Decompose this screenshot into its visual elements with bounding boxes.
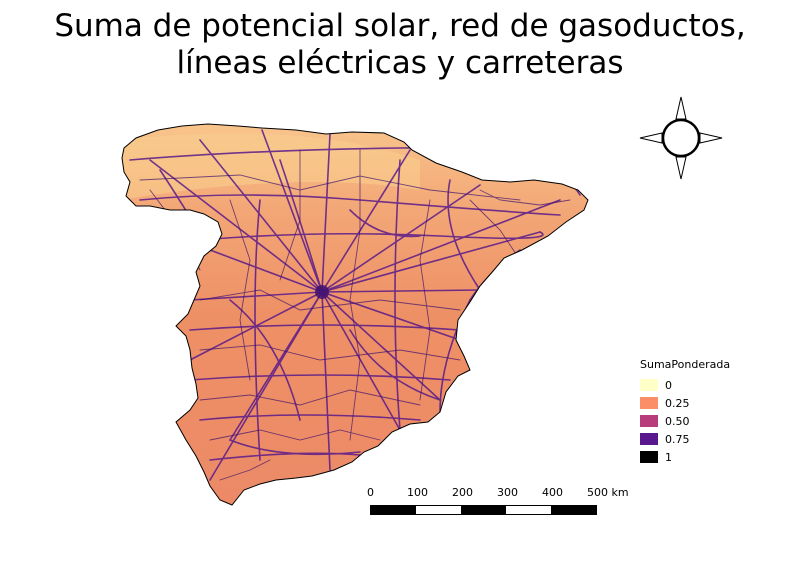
legend-swatch: [640, 379, 658, 391]
map-title: Suma de potencial solar, red de gasoduct…: [0, 8, 800, 82]
scale-label: 100: [407, 486, 428, 499]
legend-swatch: [640, 397, 658, 409]
title-line-1: Suma de potencial solar, red de gasoduct…: [54, 8, 746, 44]
legend-label: 0.75: [665, 432, 690, 446]
legend-title: SumaPonderada: [640, 358, 731, 371]
scale-bar-segments: [370, 505, 597, 515]
legend-swatch: [640, 415, 658, 427]
scale-label: 400: [542, 486, 563, 499]
legend-swatch: [640, 451, 658, 463]
scale-label: 0: [367, 486, 374, 499]
legend-item: 1: [640, 448, 730, 466]
legend-label: 0.25: [665, 396, 690, 410]
legend-item: 0.75: [640, 430, 730, 448]
legend: SumaPonderada 0 0.25 0.50 0.75 1: [640, 358, 730, 466]
legend-item: 0.50: [640, 412, 730, 430]
compass-rose-icon: [639, 96, 723, 180]
legend-item: 0: [640, 376, 730, 394]
legend-label: 1: [665, 450, 672, 464]
scale-label: 500 km: [587, 486, 629, 499]
legend-label: 0: [665, 378, 672, 392]
scale-label: 300: [497, 486, 518, 499]
scale-label: 200: [452, 486, 473, 499]
network-lines: [122, 129, 581, 481]
legend-item: 0.25: [640, 394, 730, 412]
legend-swatch: [640, 433, 658, 445]
title-line-2: líneas eléctricas y carreteras: [176, 45, 624, 81]
legend-label: 0.50: [665, 414, 690, 428]
